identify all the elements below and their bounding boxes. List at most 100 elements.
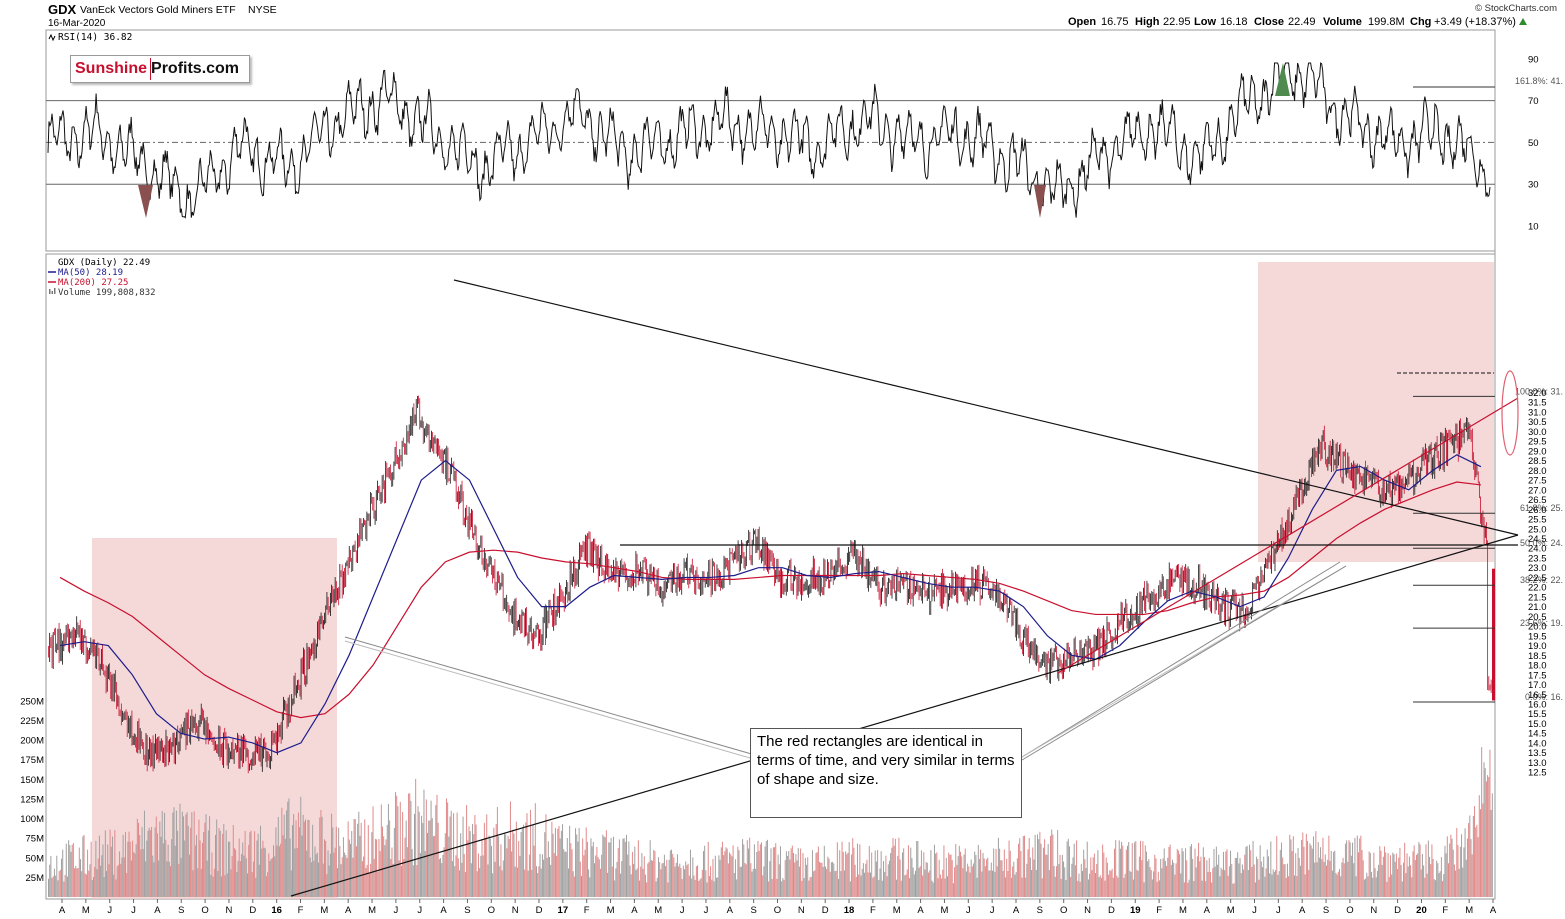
volume-tick-25: 25M (26, 873, 45, 884)
volume-bar (1009, 850, 1011, 897)
volume-bar (1392, 852, 1394, 897)
volume-bar (1214, 866, 1216, 897)
volume-bar (84, 873, 86, 897)
volume-bar (1432, 858, 1434, 897)
volume-bar (1039, 831, 1041, 897)
volume-bar (849, 881, 851, 897)
x-tick-label: M (1227, 905, 1235, 916)
volume-bar (678, 866, 680, 897)
price-tick-extra: 14.5 (1528, 729, 1547, 740)
volume-bar (1001, 860, 1003, 897)
volume-bar (648, 861, 650, 897)
volume-bar (322, 863, 324, 897)
volume-bar (949, 854, 951, 897)
volume-bar (862, 863, 864, 897)
volume-bar (830, 862, 832, 897)
volume-bar (1134, 842, 1136, 897)
callout-pointer-1a (344, 636, 763, 758)
volume-bar (977, 844, 979, 897)
volume-bar (604, 837, 606, 897)
volume-bar (559, 838, 561, 897)
volume-bar (1020, 850, 1022, 897)
volume-label: Volume (1323, 16, 1362, 28)
volume-bar (750, 863, 752, 897)
volume-bar (1461, 834, 1463, 897)
volume-bar (1174, 874, 1176, 897)
volume-bar (814, 870, 816, 897)
volume-bar (1374, 868, 1376, 897)
trendline-bottom (290, 534, 1519, 897)
volume-bar (1198, 842, 1200, 897)
volume-bar (81, 871, 83, 897)
volume-bar (867, 872, 869, 897)
volume-bar (795, 854, 797, 897)
volume-bar (781, 881, 783, 897)
volume-bar (672, 853, 674, 897)
close-value: 22.49 (1288, 16, 1316, 28)
volume-bar (246, 873, 248, 897)
x-tick-label: D (536, 905, 543, 916)
x-tick-label: A (917, 905, 924, 916)
volume-bar (1002, 870, 1004, 897)
volume-bar (514, 866, 516, 897)
volume-bar (521, 828, 523, 897)
volume-bar (138, 822, 140, 897)
volume-bar (560, 830, 562, 897)
price-tick-extra: 13.0 (1528, 758, 1547, 769)
volume-bar (700, 878, 702, 897)
volume-bar (1278, 871, 1280, 897)
volume-bar (1230, 850, 1232, 897)
x-tick-label: D (1108, 905, 1115, 916)
volume-bar (659, 862, 661, 897)
volume-bar (1280, 842, 1282, 897)
volume-bar (996, 866, 998, 897)
volume-bar (78, 847, 80, 897)
volume-bar (922, 875, 924, 897)
volume-bar (517, 867, 519, 897)
volume-bar (649, 840, 651, 897)
volume-bar (264, 848, 266, 897)
price-tick: 22.5 (1528, 573, 1547, 584)
volume-bar (732, 845, 734, 897)
volume-bar (59, 869, 61, 897)
volume-bar (1355, 876, 1357, 897)
volume-bar (1003, 849, 1005, 897)
volume-bar (1321, 859, 1323, 897)
volume-bar (982, 853, 984, 897)
volume-bar (1051, 829, 1053, 897)
volume-bar (1324, 854, 1326, 897)
volume-bar (941, 878, 943, 897)
volume-bar (994, 871, 996, 897)
volume-bar (1209, 872, 1211, 897)
volume-bar (1035, 869, 1037, 897)
volume-bar (1297, 848, 1299, 897)
volume-bar (102, 844, 104, 897)
volume-bar (383, 836, 385, 897)
volume-bar (490, 845, 492, 897)
volume-bar (283, 814, 285, 897)
volume-bar (1271, 874, 1273, 897)
volume-bar (1225, 851, 1227, 897)
volume-bar (162, 843, 164, 897)
volume-bar (198, 819, 200, 897)
volume-bar (1217, 864, 1219, 897)
volume-bar (1316, 862, 1318, 897)
price-tick: 25.0 (1528, 524, 1547, 535)
volume-bar (1000, 860, 1002, 897)
volume-bar (806, 864, 808, 897)
volume-bar (494, 861, 496, 897)
volume-bar (1416, 854, 1418, 897)
volume-bar (1417, 853, 1419, 897)
volume-bar (633, 863, 635, 897)
volume-bar (1221, 869, 1223, 897)
volume-bar (355, 846, 357, 897)
volume-bar (708, 876, 710, 897)
volume-bar (344, 852, 346, 897)
volume-bar (1192, 858, 1194, 897)
volume-bar (978, 859, 980, 897)
volume-bar (1259, 845, 1261, 897)
price-tick: 29.5 (1528, 437, 1547, 448)
x-tick-label: M (368, 905, 376, 916)
volume-bar (835, 870, 837, 897)
volume-bar (671, 849, 673, 897)
